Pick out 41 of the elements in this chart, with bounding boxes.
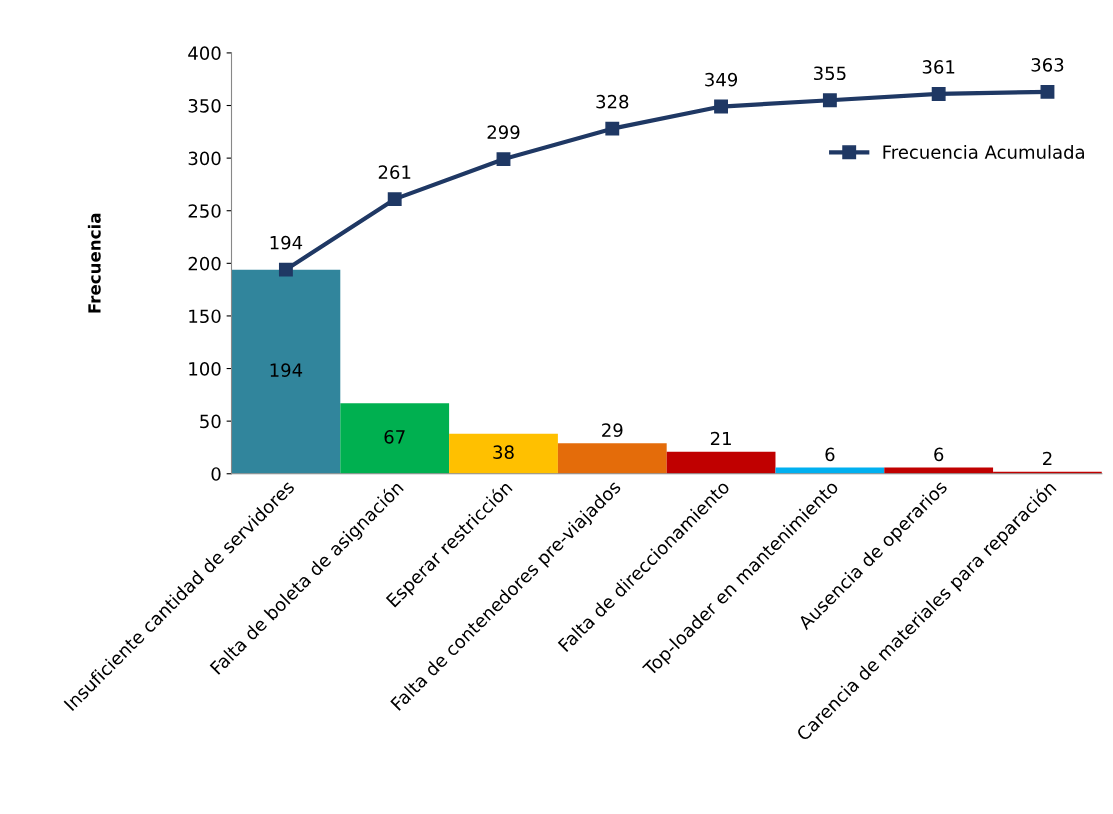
data-label: 6 xyxy=(934,447,944,462)
data-label: 355 xyxy=(814,66,846,81)
point xyxy=(1040,84,1055,99)
data-label: 363 xyxy=(1031,58,1064,72)
bar xyxy=(449,433,558,474)
point xyxy=(278,262,293,277)
y-tick-label: 250 xyxy=(188,204,221,218)
y-tick-label: 200 xyxy=(188,256,221,271)
bar xyxy=(340,403,450,474)
data-label: 29 xyxy=(602,423,623,437)
point xyxy=(931,86,946,101)
y-tick-label: 400 xyxy=(188,46,221,61)
data-label: 349 xyxy=(705,72,738,87)
y-tick-label: 100 xyxy=(189,362,221,376)
legend-label: Frecuencia Acumulada xyxy=(883,144,1084,159)
bar xyxy=(775,467,885,474)
data-label: 194 xyxy=(270,235,303,250)
data-label: 328 xyxy=(596,94,629,109)
y-tick-label: 0 xyxy=(211,467,221,481)
y-axis-title: Frecuencia xyxy=(87,213,101,313)
data-label: 6 xyxy=(825,447,835,462)
data-label: 21 xyxy=(710,431,731,446)
point xyxy=(714,99,729,114)
data-label: 38 xyxy=(493,445,514,459)
data-label: 299 xyxy=(487,125,520,140)
bar xyxy=(557,443,667,474)
data-label: 2 xyxy=(1043,451,1052,466)
y-tick-label: 300 xyxy=(188,151,221,166)
bar xyxy=(666,451,776,474)
y-tick-label: 350 xyxy=(188,98,221,113)
point xyxy=(605,121,620,136)
bar xyxy=(231,269,341,474)
data-label: 261 xyxy=(378,165,411,179)
y-tick-label: 150 xyxy=(189,309,221,324)
point xyxy=(387,192,402,207)
y-tick-label: 50 xyxy=(200,414,221,429)
data-label: 67 xyxy=(384,430,405,444)
data-label: 361 xyxy=(922,60,955,74)
point xyxy=(496,152,511,167)
data-label: 194 xyxy=(270,363,303,377)
point xyxy=(822,93,837,108)
